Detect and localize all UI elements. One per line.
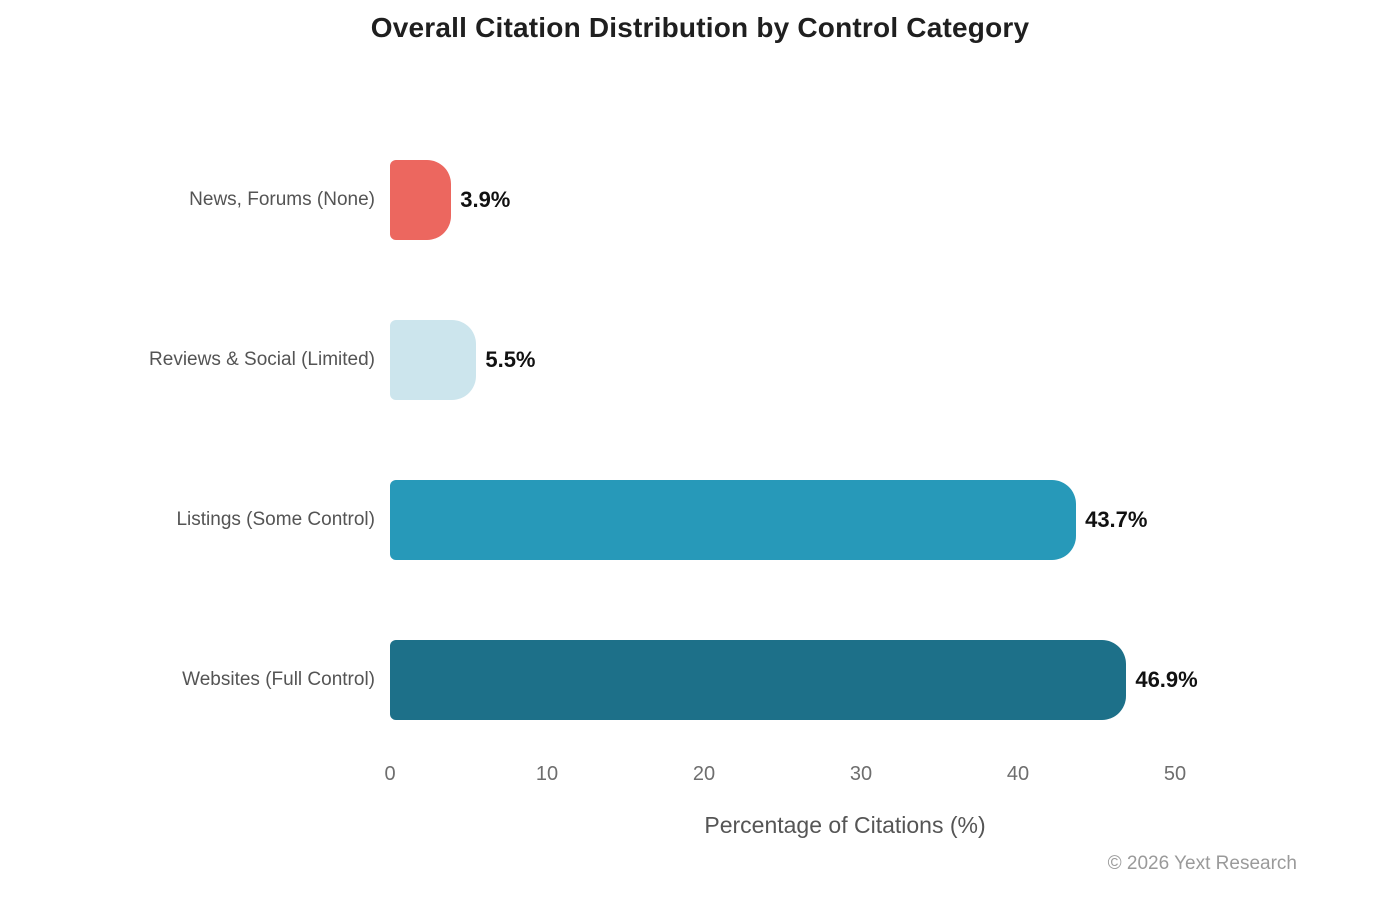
x-tick-label: 20 — [692, 763, 716, 785]
category-label: Listings (Some Control) — [176, 509, 375, 530]
x-axis-label: Percentage of Citations (%) — [704, 812, 986, 838]
value-label: 5.5% — [485, 347, 536, 372]
bar — [390, 320, 477, 400]
chart-title: Overall Citation Distribution by Control… — [370, 12, 1030, 43]
x-tick-label: 40 — [1006, 763, 1030, 785]
footer-credit: © 2026 Yext Research — [1107, 853, 1297, 874]
category-label: Websites (Full Control) — [182, 669, 375, 690]
category-label: News, Forums (None) — [189, 189, 375, 210]
category-label: Reviews & Social (Limited) — [149, 349, 375, 370]
bar — [390, 480, 1077, 560]
x-tick-label: 10 — [535, 763, 559, 785]
x-tick-label: 50 — [1163, 763, 1187, 785]
x-tick-label: 0 — [384, 763, 396, 785]
value-label: 46.9% — [1135, 667, 1198, 692]
bar — [390, 640, 1127, 720]
x-tick-label: 30 — [849, 763, 873, 785]
value-label: 3.9% — [460, 187, 511, 212]
bar — [390, 160, 452, 240]
value-label: 43.7% — [1085, 507, 1148, 532]
